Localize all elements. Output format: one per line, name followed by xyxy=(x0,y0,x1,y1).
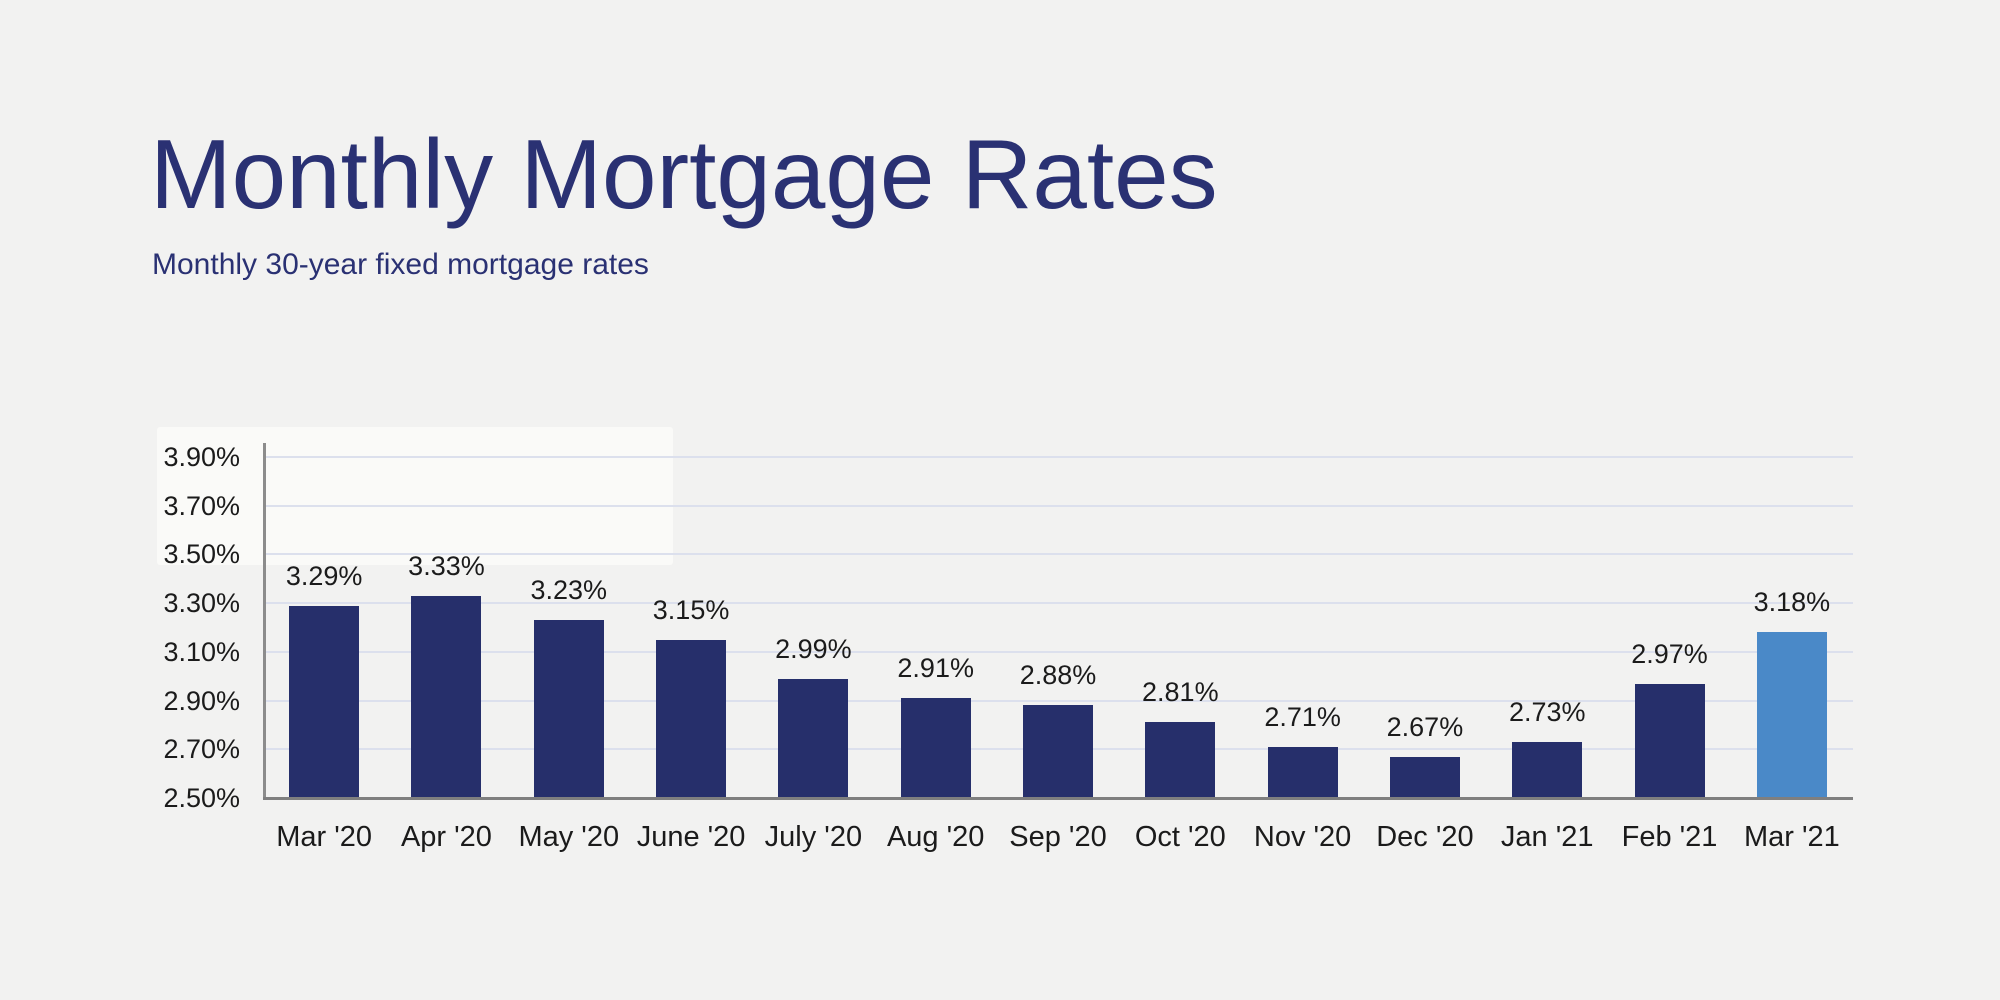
gridline xyxy=(263,650,1853,653)
bar-value-label: 2.91% xyxy=(897,653,974,684)
x-axis-category-label: Apr '20 xyxy=(400,821,492,853)
y-axis-tick-label: 3.90% xyxy=(163,442,240,472)
y-axis-tick-label: 2.70% xyxy=(163,734,240,765)
y-axis-tick-label: 2.90% xyxy=(163,685,240,716)
bar-value-label: 3.29% xyxy=(285,560,363,591)
x-axis-line xyxy=(263,797,1853,800)
bar-oct-20 xyxy=(1145,722,1216,798)
x-axis-category-label: Oct '20 xyxy=(1134,821,1226,853)
plot-backdrop xyxy=(157,427,673,565)
y-axis-tick-label: 3.70% xyxy=(163,490,240,521)
gridline xyxy=(263,504,1853,507)
bar-value-label: 2.67% xyxy=(1386,711,1464,742)
gridline xyxy=(263,699,1853,702)
bar-dec-20 xyxy=(1389,756,1460,798)
bar-value-label: 2.97% xyxy=(1631,638,1708,669)
x-axis-category-label: Aug '20 xyxy=(886,821,985,853)
x-axis-category-label: Sep '20 xyxy=(1009,821,1107,853)
bar-aug-20 xyxy=(900,698,971,798)
gridline xyxy=(263,553,1853,556)
x-axis-category-label: Dec '20 xyxy=(1376,821,1474,853)
x-axis-category-label: Mar '20 xyxy=(276,821,373,853)
bar-may-20 xyxy=(533,620,604,798)
bar-value-label: 2.71% xyxy=(1264,701,1341,732)
y-axis-line xyxy=(263,443,266,798)
bar-value-label: 2.73% xyxy=(1508,696,1586,727)
x-axis-category-label: Mar '21 xyxy=(1743,821,1840,853)
bar-value-label: 2.99% xyxy=(775,633,852,664)
bar-sep-20 xyxy=(1023,705,1093,798)
bar-apr-20 xyxy=(411,595,482,798)
bar-nov-20 xyxy=(1267,746,1338,798)
y-axis-tick-label: 3.10% xyxy=(163,636,240,667)
x-axis-category-label: July '20 xyxy=(764,821,863,853)
y-axis-tick-label: 2.50% xyxy=(163,783,240,813)
bar-value-label: 3.23% xyxy=(530,575,608,606)
y-axis-tick-label: 3.50% xyxy=(163,539,240,570)
bar-june-20 xyxy=(656,639,727,798)
x-axis-category-label: June '20 xyxy=(636,821,746,853)
page-title: Monthly Mortgage Rates xyxy=(150,119,1218,229)
bar-jan-21 xyxy=(1512,741,1583,798)
bar-july-20 xyxy=(778,678,849,798)
bar-value-label: 3.33% xyxy=(408,550,485,581)
bar-value-label: 3.18% xyxy=(1753,587,1831,618)
x-axis-category-label: Jan '21 xyxy=(1500,821,1594,853)
x-axis-category-label: May '20 xyxy=(518,821,620,853)
bar-value-label: 3.15% xyxy=(652,594,730,625)
x-axis-category-label: Nov '20 xyxy=(1253,821,1352,853)
y-axis-tick-label: 3.30% xyxy=(163,588,240,619)
gridline xyxy=(263,602,1853,605)
bar-feb-21 xyxy=(1634,683,1705,798)
x-axis-category-label: Feb '21 xyxy=(1621,821,1718,853)
page-subtitle: Monthly 30-year fixed mortgage rates xyxy=(152,248,649,281)
bar-mar-20 xyxy=(289,605,360,798)
bar-mar-21 xyxy=(1756,632,1827,798)
gridline xyxy=(263,456,1853,458)
bar-value-label: 2.81% xyxy=(1142,677,1219,708)
bar-value-label: 2.88% xyxy=(1019,660,1097,691)
